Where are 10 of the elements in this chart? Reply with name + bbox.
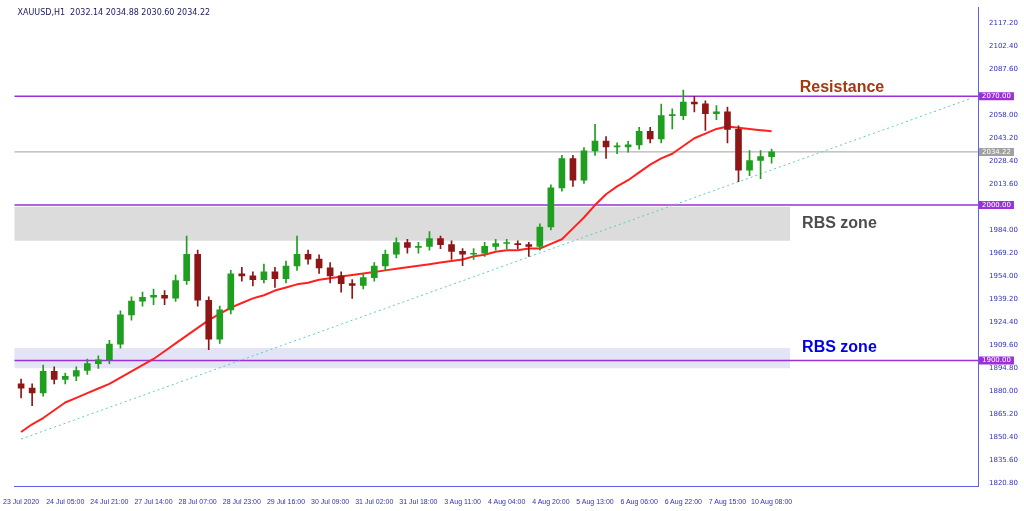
band-label: RBS zone <box>802 214 877 232</box>
line-series <box>20 98 971 440</box>
candlestick <box>525 242 533 257</box>
annotation: Resistance <box>799 77 885 95</box>
candlestick <box>503 238 511 249</box>
chart-title: XAUUSD,H1 2032.14 2034.88 2030.60 2034.22 <box>17 8 211 18</box>
candlestick <box>238 266 246 282</box>
band-label: RBS zone <box>802 337 877 355</box>
candlestick <box>348 279 356 299</box>
candlestick <box>668 108 676 130</box>
